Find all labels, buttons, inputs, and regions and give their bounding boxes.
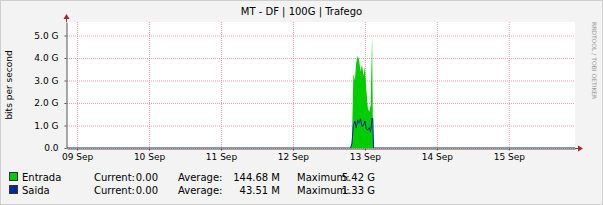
grid-line-x — [293, 22, 294, 148]
x-tick-mark — [437, 149, 438, 151]
grid-line-y — [67, 103, 575, 104]
grid-line-y — [67, 58, 575, 59]
x-tick-mark — [149, 149, 150, 151]
x-tick-label: 09 Sep — [62, 152, 94, 162]
y-tick-mark — [65, 36, 67, 37]
series-area — [67, 36, 575, 149]
y-tick: 0.0 — [44, 143, 66, 153]
legend-stat-label: Current: — [94, 185, 135, 196]
legend-swatch — [10, 186, 18, 194]
grid-line-x — [149, 22, 150, 148]
title: MT - DF | 100G | Trafego — [241, 6, 362, 18]
x-tick: 09 Sep — [62, 149, 94, 162]
legend-stat-value: 1.33 G — [342, 185, 375, 196]
x-tick-label: 11 Sep — [206, 152, 238, 162]
grid-line-x — [509, 22, 510, 148]
y-axis-title: bits per second — [4, 50, 14, 119]
legend-stat-value: 0.00 — [136, 172, 158, 183]
grid-line-x — [77, 22, 78, 148]
y-tick-mark — [65, 126, 67, 127]
x-tick: 15 Sep — [494, 149, 526, 162]
grid-line-y — [67, 126, 575, 127]
legend-swatch — [10, 173, 18, 181]
legend-stat-label: Average: — [178, 185, 222, 196]
grid-line-y — [67, 81, 575, 82]
legend-stat-label: Average: — [178, 172, 222, 183]
y-tick: 2.0 G — [34, 98, 66, 108]
y-tick-label: 2.0 G — [34, 98, 58, 108]
y-tick: 3.0 G — [34, 76, 66, 86]
grid-line-x — [221, 22, 222, 148]
y-tick-label: 3.0 G — [34, 76, 58, 86]
x-tick: 11 Sep — [206, 149, 238, 162]
grid-line-y — [67, 36, 575, 37]
x-tick-label: 15 Sep — [494, 152, 526, 162]
chart: 09 Sep 10 Sep 11 Sep 12 Sep 13 Sep 14 Sep 15 S… — [0, 0, 603, 205]
y-tick-label: 5.0 G — [34, 31, 58, 41]
legend-stat-value: 43.51 M — [240, 185, 280, 196]
y-axis: 0.0 1.0 G 2.0 G 3.0 G 4.0 G 5.0 G — [34, 23, 67, 154]
legend-stat-value: 0.00 — [136, 185, 158, 196]
x-tick: 14 Sep — [422, 149, 454, 162]
y-tick: 1.0 G — [34, 121, 66, 131]
y-tick-label: 1.0 G — [34, 121, 58, 131]
y-axis-arrow — [64, 14, 70, 19]
y-tick: 5.0 G — [34, 31, 66, 41]
legend: EntradaCurrent:0.00Average:144.68 MMaxim… — [10, 172, 376, 196]
x-axis-line — [68, 149, 576, 150]
y-tick-mark — [65, 148, 67, 149]
annotation: RRDTOOL / TOBI OETIKER — [591, 22, 598, 99]
plot-background — [67, 22, 575, 148]
legend-stat-label: Current: — [94, 172, 135, 183]
x-tick-mark — [365, 149, 366, 151]
y-tick-label: 4.0 G — [34, 53, 58, 63]
canvas-border — [1, 1, 603, 205]
x-tick-label: 14 Sep — [422, 152, 454, 162]
x-tick-mark — [77, 149, 78, 151]
plot-marks — [67, 36, 575, 149]
x-axis-arrow — [578, 146, 583, 152]
grid — [67, 22, 575, 149]
y-axis-line — [67, 23, 68, 149]
y-tick-label: 0.0 — [44, 143, 59, 153]
x-tick: 13 Sep — [350, 149, 382, 162]
grid-line-y — [67, 148, 575, 149]
y-tick: 4.0 G — [34, 53, 66, 63]
x-tick: 12 Sep — [278, 149, 310, 162]
legend-stat-value: 144.68 M — [233, 172, 280, 183]
x-axis: 09 Sep 10 Sep 11 Sep 12 Sep 13 Sep 14 Sep 15 S… — [62, 149, 576, 162]
legend-label: Entrada — [22, 172, 61, 183]
legend-label: Saida — [22, 185, 50, 196]
x-tick-mark — [509, 149, 510, 151]
x-tick-label: 10 Sep — [134, 152, 166, 162]
grid-line-x — [437, 22, 438, 148]
x-tick-label: 12 Sep — [278, 152, 310, 162]
x-tick: 10 Sep — [134, 149, 166, 162]
x-tick-mark — [221, 149, 222, 151]
y-tick-mark — [65, 103, 67, 104]
y-tick-mark — [65, 58, 67, 59]
x-tick-label: 13 Sep — [350, 152, 382, 162]
legend-stat-value: 5.42 G — [342, 172, 375, 183]
series-line — [67, 118, 575, 148]
y-tick-mark — [65, 81, 67, 82]
x-tick-mark — [293, 149, 294, 151]
